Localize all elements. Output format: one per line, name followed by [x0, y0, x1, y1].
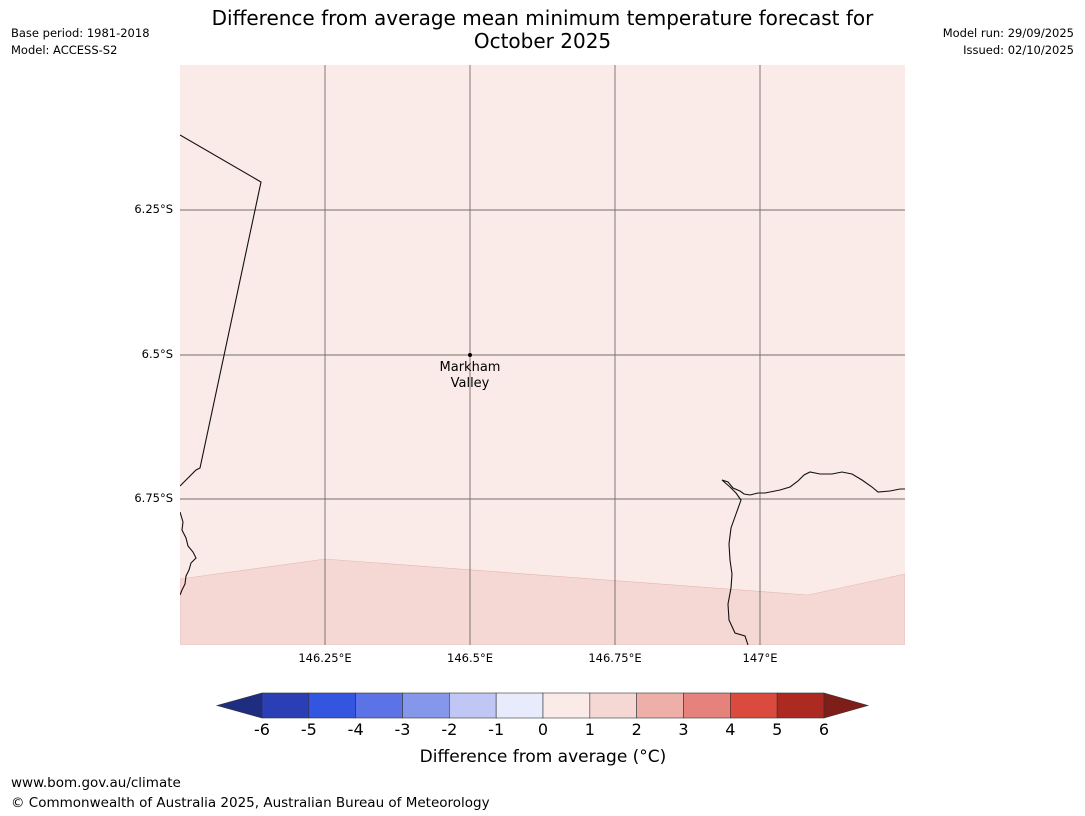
colorbar-tick-label: -4 — [347, 720, 364, 739]
issued-text: Issued: 02/10/2025 — [963, 43, 1074, 57]
footer-copyright: © Commonwealth of Australia 2025, Austra… — [11, 795, 490, 811]
footer-url[interactable]: www.bom.gov.au/climate — [11, 775, 181, 791]
lon-label-146-5: 146.5°E — [447, 651, 493, 665]
colorbar-extend-low — [215, 692, 263, 719]
colorbar-segment — [449, 692, 497, 719]
border-line — [180, 134, 262, 487]
colorbar-tick-label: 3 — [678, 720, 689, 739]
colorbar-segment — [636, 692, 684, 719]
colorbar — [215, 692, 870, 719]
place-marker — [468, 353, 472, 357]
model-run-text: Model run: 29/09/2025 — [942, 26, 1074, 40]
colorbar-tick-label: 5 — [772, 720, 783, 739]
colorbar-extend-high — [823, 692, 870, 719]
colorbar-label: Difference from average (°C) — [419, 747, 667, 767]
colorbar-tick-label: -6 — [254, 720, 270, 739]
colorbar-tick-label: 6 — [818, 720, 830, 739]
colorbar-segment — [776, 692, 825, 719]
page-title: Difference from average mean minimum tem… — [180, 7, 905, 53]
coastline-west — [180, 511, 197, 596]
colorbar-segment — [730, 692, 778, 719]
place-label: Markham Valley — [425, 360, 515, 392]
model-text: Model: ACCESS-S2 — [11, 43, 118, 57]
colorbar-tick-label: -1 — [488, 720, 505, 739]
lat-label-6-5: 6.5°S — [141, 347, 173, 361]
header-right-meta: Model run: 29/09/2025 Issued: 02/10/2025 — [943, 25, 1074, 59]
lon-label-146-25: 146.25°E — [298, 651, 352, 665]
colorbar-segment — [589, 692, 637, 719]
colorbar-tick-label: 2 — [631, 720, 642, 739]
colorbar-tick-label: 4 — [725, 720, 736, 739]
colorbar-tick-label: -5 — [300, 720, 317, 739]
title-line-1: Difference from average mean minimum tem… — [211, 6, 874, 30]
lon-label-146-75: 146.75°E — [588, 651, 642, 665]
lat-label-6-25: 6.25°S — [134, 202, 173, 216]
base-period-text: Base period: 1981-2018 — [11, 26, 150, 40]
colorbar-segment — [683, 692, 731, 719]
colorbar-segment — [495, 692, 544, 719]
header-left-meta: Base period: 1981-2018 Model: ACCESS-S2 — [11, 25, 150, 59]
colorbar-tick-label: -3 — [394, 720, 411, 739]
colorbar-tick-label: 0 — [537, 720, 549, 739]
colorbar-segment — [308, 692, 356, 719]
lat-label-6-75: 6.75°S — [134, 491, 173, 505]
lon-label-147: 147°E — [742, 651, 778, 665]
colorbar-segment — [261, 692, 310, 719]
colorbar-tick-label: 1 — [584, 720, 595, 739]
colorbar-segment — [402, 692, 450, 719]
coastline-east — [721, 471, 905, 645]
colorbar-segment — [355, 692, 403, 719]
colorbar-segment — [542, 692, 591, 719]
place-name-line-1: Markham — [439, 360, 501, 375]
title-line-2: October 2025 — [473, 29, 612, 53]
colorbar-tick-label: -2 — [441, 720, 458, 739]
place-name-line-2: Valley — [450, 376, 490, 391]
